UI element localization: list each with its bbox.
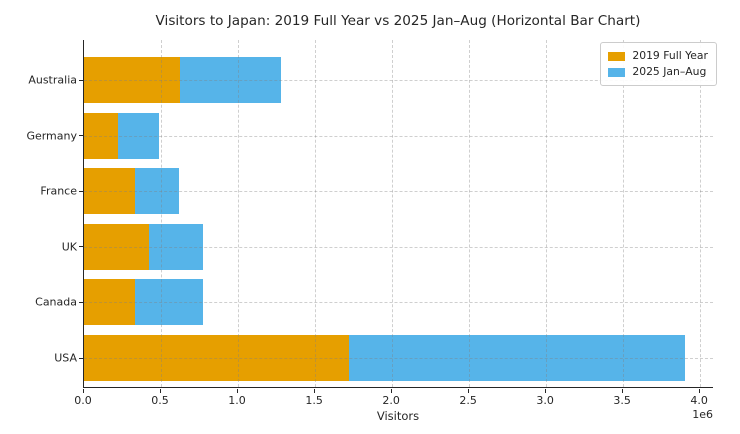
y-tick-label-canada: Canada [35, 295, 77, 309]
bar-segment-usa-series1 [348, 335, 685, 381]
y-tick-label-france: France [40, 184, 77, 198]
bar-segment-france-series1 [134, 168, 180, 215]
y-tick-mark [79, 301, 83, 303]
y-tick-mark [79, 357, 83, 359]
axis-offset-label: 1e6 [692, 408, 713, 421]
gridline-horizontal [84, 302, 713, 304]
bar-segment-germany-series1 [117, 112, 160, 159]
x-tick-mark [698, 389, 700, 393]
y-tick-label-usa: USA [54, 351, 77, 365]
gridline-vertical [469, 40, 471, 387]
x-tick-mark [390, 389, 392, 393]
bar-segment-uk-series1 [148, 223, 203, 270]
gridline-vertical [546, 40, 548, 387]
bar-segment-australia-series1 [179, 57, 282, 103]
x-tick-label: 1.0 [228, 394, 246, 407]
bar-segment-canada-series0 [84, 279, 135, 326]
x-tick-label: 1.5 [305, 394, 323, 407]
gridline-vertical [315, 40, 317, 387]
y-tick-label-uk: UK [61, 240, 77, 254]
bar-segment-usa-series0 [84, 335, 349, 381]
legend-swatch-2019-icon [608, 51, 626, 61]
y-tick-mark [79, 246, 83, 248]
gridline-vertical [161, 40, 162, 387]
gridline-horizontal [84, 358, 713, 359]
x-tick-mark [621, 389, 623, 393]
legend-label-2019: 2019 Full Year [632, 49, 708, 62]
gridline-vertical [238, 40, 239, 387]
x-tick-label: 2.0 [382, 394, 400, 407]
legend-swatch-2025-icon [608, 67, 626, 77]
gridline-horizontal [84, 191, 713, 193]
x-axis-label: Visitors [376, 409, 420, 423]
x-tick-mark [467, 389, 469, 393]
chart-title: Visitors to Japan: 2019 Full Year vs 202… [155, 13, 641, 29]
legend-item-2019: 2019 Full Year [608, 48, 708, 64]
x-tick-label: 0.0 [74, 394, 92, 407]
legend-label-2025: 2025 Jan–Aug [632, 65, 707, 78]
gridline-horizontal [84, 246, 713, 248]
y-tick-label-australia: Australia [28, 73, 77, 87]
gridline-horizontal [84, 80, 713, 81]
y-tick-mark [79, 135, 83, 137]
plot-area: 2019 Full Year 2025 Jan–Aug [83, 40, 717, 388]
x-tick-mark [544, 389, 546, 393]
bar-segment-canada-series1 [134, 279, 203, 326]
bar-segment-uk-series0 [84, 223, 149, 270]
gridline-vertical [700, 40, 702, 387]
bar-segment-france-series0 [84, 168, 135, 215]
y-tick-label-germany: Germany [26, 129, 77, 143]
x-tick-label: 2.5 [459, 394, 477, 407]
gridline-horizontal [84, 135, 713, 137]
gridline-vertical [623, 40, 625, 387]
bar-segment-germany-series0 [84, 112, 118, 159]
x-tick-mark [313, 389, 315, 393]
x-tick-label: 4.0 [690, 394, 708, 407]
x-tick-mark [159, 389, 161, 393]
gridline-vertical [392, 40, 394, 387]
legend-item-2025: 2025 Jan–Aug [608, 64, 708, 80]
x-tick-label: 3.0 [536, 394, 554, 407]
x-tick-mark [82, 389, 84, 393]
bar-segment-australia-series0 [84, 57, 180, 103]
legend: 2019 Full Year 2025 Jan–Aug [600, 42, 717, 86]
x-tick-mark [236, 389, 238, 393]
y-tick-mark [79, 190, 83, 192]
y-tick-mark [79, 79, 83, 81]
x-tick-label: 0.5 [151, 394, 169, 407]
x-tick-label: 3.5 [613, 394, 631, 407]
